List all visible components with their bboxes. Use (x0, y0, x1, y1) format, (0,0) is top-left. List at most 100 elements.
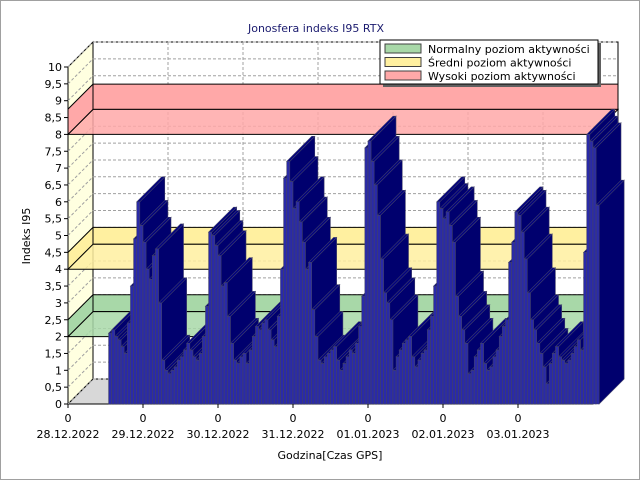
bar-front (255, 326, 259, 405)
y-tick-label: 8,5 (45, 112, 63, 125)
bar-front (133, 238, 137, 405)
bar-front (336, 359, 341, 405)
legend-swatch-1 (384, 57, 422, 67)
bar-front (314, 336, 319, 405)
bar-front (414, 366, 419, 405)
bar-front (236, 363, 241, 405)
bar-front (389, 319, 394, 405)
bar-front (436, 201, 441, 405)
x-tick-date-label: 30.12.2022 (187, 428, 250, 441)
bar-front (433, 285, 437, 405)
x-tick-hour-label: 0 (515, 412, 522, 425)
bar-front (286, 161, 291, 405)
x-tick-hour-label: 0 (140, 412, 147, 425)
bar-front (373, 184, 378, 405)
bar-front (398, 349, 403, 405)
band-slab-2 (66, 108, 620, 135)
bar-front (411, 356, 416, 405)
bar-front (208, 231, 212, 405)
bar-front (136, 201, 141, 405)
bar-front (258, 329, 262, 405)
bar-front (214, 245, 219, 405)
bar-front (111, 329, 116, 405)
bar-front (377, 214, 381, 405)
band-back-2 (92, 83, 619, 110)
legend-label-0: Normalny poziom aktywności (428, 43, 590, 56)
bar-front (130, 285, 134, 405)
legend-swatch-2 (384, 70, 422, 81)
bar-front (277, 316, 281, 405)
bar-front (558, 356, 562, 405)
x-tick-date-label: 02.01.2023 (412, 428, 475, 441)
bar-front (383, 292, 387, 405)
bar-front (339, 369, 344, 405)
bar-front (402, 343, 406, 405)
bar-front (548, 363, 553, 405)
grid-line-left-wall (67, 378, 94, 405)
bar-front (386, 302, 391, 405)
grid-line-left-wall (67, 260, 94, 287)
y-tick-label: 5,5 (45, 213, 63, 226)
bar-front (348, 349, 353, 405)
bar-front (477, 349, 481, 405)
bar-front (470, 369, 475, 405)
bar-front (445, 211, 450, 405)
bar-front (395, 356, 400, 405)
bar-front (533, 329, 537, 405)
y-tick-label: 2,5 (45, 314, 63, 327)
bar-front (427, 329, 431, 405)
y-tick-label: 4,5 (45, 246, 63, 259)
bar-front (492, 356, 497, 405)
bar-front (173, 366, 178, 405)
bar-front (289, 181, 294, 405)
x-tick-date-label: 03.01.2023 (487, 428, 550, 441)
x-tick-hour-label: 0 (365, 412, 372, 425)
bar-front (261, 322, 266, 405)
bar-front (170, 369, 175, 405)
bar-front (114, 336, 119, 405)
x-tick-hour-label: 0 (215, 412, 222, 425)
bar-front (248, 349, 253, 405)
bar-front (514, 211, 519, 405)
y-tick-label: 3,5 (45, 280, 63, 293)
bar-front (355, 343, 359, 405)
grid-line-left-wall (67, 58, 94, 85)
bar-front (502, 326, 506, 405)
bar-front (536, 343, 541, 405)
bar-front (158, 302, 162, 405)
bar-front (486, 369, 491, 405)
x-tick-hour-label: 0 (290, 412, 297, 425)
bar-front (570, 353, 575, 405)
band-left-1 (67, 226, 94, 271)
bar-front (342, 363, 347, 405)
bar-front (177, 359, 181, 405)
bar-front (530, 319, 534, 405)
bar-front (573, 346, 578, 405)
grid-line-left-wall (67, 125, 94, 152)
bar-front (423, 349, 428, 405)
bar-front (505, 319, 509, 405)
bar-front (552, 353, 556, 405)
bar-front (448, 225, 453, 405)
bar-front (180, 356, 184, 405)
grid-line-left-wall (67, 176, 94, 203)
bar-front (392, 369, 397, 405)
bar-front (292, 208, 297, 405)
bar-front (298, 221, 303, 405)
bar-front (164, 369, 169, 405)
bar-front (183, 349, 187, 405)
bar-front (280, 268, 284, 405)
bar-front (545, 383, 550, 405)
bar-front (577, 339, 581, 405)
bar-front (145, 268, 150, 405)
grid-line-left-wall (67, 361, 94, 388)
bar-front (442, 218, 447, 405)
bar-front (302, 241, 306, 405)
y-axis-label: Indeks I95 (20, 208, 33, 265)
bar-front (555, 346, 559, 405)
y-tick-label: 10 (48, 61, 62, 74)
y-tick-label: 0,5 (45, 381, 63, 394)
bar-front (405, 339, 409, 405)
bar-front (152, 255, 156, 405)
